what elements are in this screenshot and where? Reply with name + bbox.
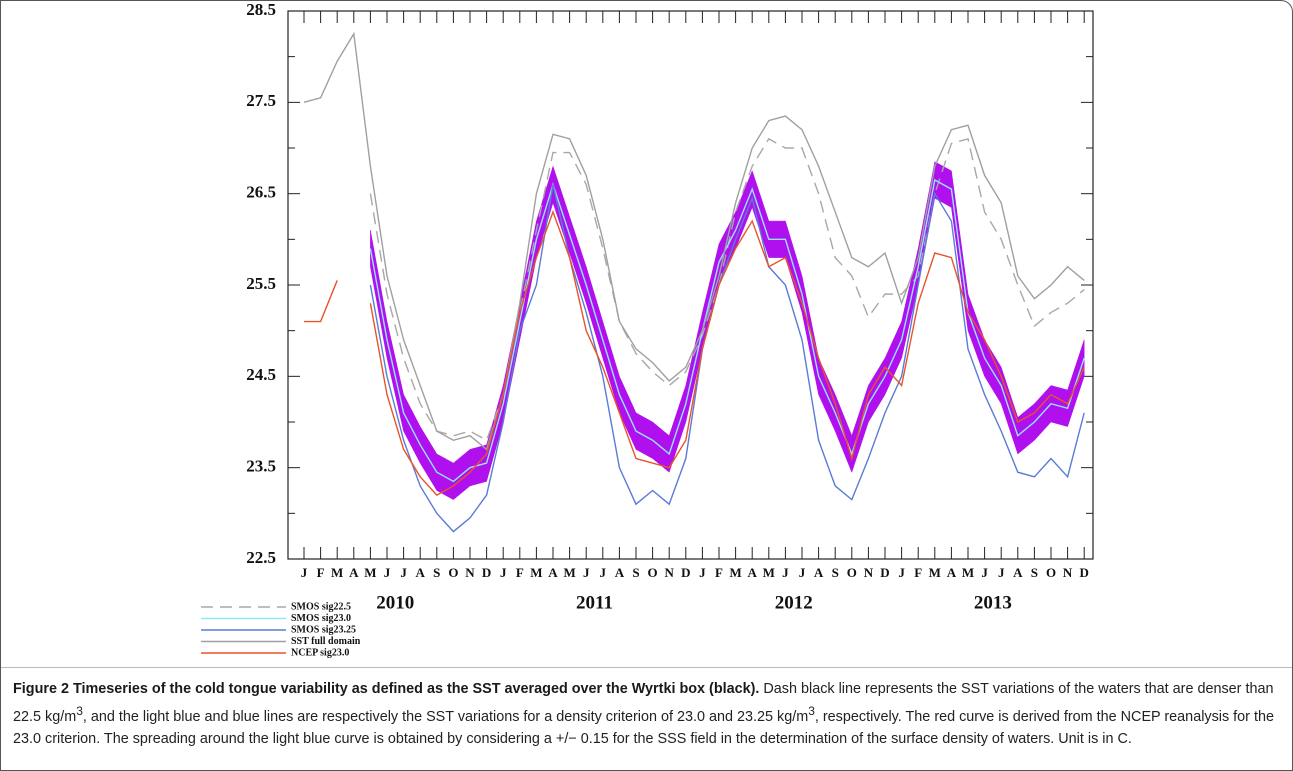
year-label: 2010: [376, 592, 414, 613]
x-tick-label: O: [448, 565, 458, 580]
superscript: 3: [76, 704, 83, 718]
x-tick-label: J: [384, 565, 391, 580]
x-tick-label: N: [1063, 565, 1073, 580]
x-tick-label: J: [400, 565, 407, 580]
x-tick-label: D: [880, 565, 889, 580]
series-line: [304, 280, 338, 323]
x-tick-label: F: [914, 565, 922, 580]
x-tick-label: S: [1031, 565, 1038, 580]
x-tick-label: M: [962, 565, 974, 580]
caption-title: Figure 2 Timeseries of the cold tongue v…: [13, 681, 760, 697]
caption-segment: , and the light blue and blue lines are …: [82, 708, 809, 725]
y-tick-label: 28.5: [246, 1, 276, 19]
superscript: 3: [808, 704, 815, 718]
y-tick-label: 25.5: [246, 274, 276, 293]
series-line: [303, 31, 1085, 451]
x-tick-label: N: [665, 565, 675, 580]
x-tick-label: J: [500, 565, 507, 580]
x-tick-label: O: [648, 565, 658, 580]
x-tick-label: M: [563, 565, 575, 580]
x-tick-label: F: [317, 565, 325, 580]
legend-label: SMOS sig23.25: [291, 624, 356, 635]
year-label: 2011: [576, 592, 613, 613]
x-tick-label: A: [1013, 565, 1023, 580]
caption-body: Dash black line represents the SST varia…: [13, 681, 1274, 747]
year-label: 2013: [974, 592, 1012, 613]
x-tick-label: D: [1080, 565, 1089, 580]
x-tick-label: J: [898, 565, 905, 580]
x-tick-label: S: [433, 565, 440, 580]
caption-text: Figure 2 Timeseries of the cold tongue v…: [13, 678, 1278, 750]
caption-segment: Dash black line represents the SST varia…: [13, 681, 1274, 725]
x-tick-label: M: [530, 565, 542, 580]
x-tick-label: A: [615, 565, 625, 580]
spread-band: [370, 161, 1085, 500]
x-tick-label: F: [516, 565, 524, 580]
legend-label: SMOS sig22.5: [291, 601, 351, 612]
y-tick-label: 27.5: [246, 91, 276, 110]
x-tick-label: J: [799, 565, 806, 580]
x-tick-label: O: [847, 565, 857, 580]
legend-label: NCEP sig23.0: [291, 647, 349, 658]
series-line: [369, 178, 1085, 483]
year-label: 2012: [775, 592, 813, 613]
x-tick-label: A: [548, 565, 558, 580]
plot-frame: [287, 10, 1094, 560]
x-tick-label: S: [632, 565, 639, 580]
x-tick-label: M: [929, 565, 941, 580]
x-tick-label: O: [1046, 565, 1056, 580]
x-tick-label: M: [364, 565, 376, 580]
x-tick-label: D: [482, 565, 491, 580]
x-tick-label: M: [331, 565, 343, 580]
x-tick-label: D: [681, 565, 690, 580]
x-tick-label: J: [998, 565, 1005, 580]
y-tick-label: 26.5: [246, 183, 276, 202]
caption: Figure 2 Timeseries of the cold tongue v…: [1, 667, 1292, 770]
y-tick-label: 22.5: [246, 548, 276, 567]
series-line: [369, 184, 1085, 533]
x-tick-label: M: [729, 565, 741, 580]
series-line: [369, 137, 1085, 442]
x-tick-label: S: [832, 565, 839, 580]
y-tick-label: 23.5: [246, 457, 276, 476]
caption-segment: , respectively. The red curve is derived…: [13, 708, 1274, 747]
x-tick-label: N: [465, 565, 475, 580]
x-tick-label: A: [349, 565, 359, 580]
y-tick-label: 24.5: [246, 365, 276, 384]
x-tick-label: A: [416, 565, 426, 580]
x-tick-label: A: [814, 565, 824, 580]
chart: 22.523.524.525.526.527.528.5J F M A M J J A S O N D…: [201, 1, 1094, 658]
x-tick-label: J: [699, 565, 706, 580]
legend-label: SST full domain: [291, 636, 361, 647]
x-tick-label: J: [782, 565, 789, 580]
x-tick-label: J: [981, 565, 988, 580]
x-tick-label: J: [301, 565, 308, 580]
x-tick-label: F: [715, 565, 723, 580]
x-tick-label: A: [947, 565, 957, 580]
x-tick-label: J: [583, 565, 590, 580]
legend-label: SMOS sig23.0: [291, 613, 351, 624]
x-tick-label: N: [864, 565, 874, 580]
x-tick-label: M: [763, 565, 775, 580]
x-tick-label: J: [600, 565, 607, 580]
series-line: [369, 209, 1085, 496]
x-tick-label: A: [748, 565, 758, 580]
